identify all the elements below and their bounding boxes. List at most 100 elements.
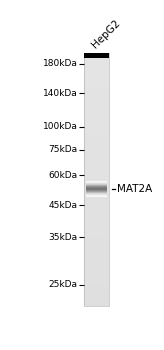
Bar (84, 268, 110, 271)
Bar (84, 197, 110, 200)
Bar (84, 179, 110, 182)
Bar (84, 80, 110, 83)
Bar (84, 136, 110, 139)
Bar (86, 184, 107, 185)
Bar (86, 182, 107, 183)
Bar (84, 149, 110, 152)
Bar (84, 65, 110, 68)
Bar (84, 237, 110, 240)
Bar (84, 108, 110, 111)
Bar (84, 73, 110, 76)
Bar (84, 260, 110, 263)
Bar (86, 193, 107, 194)
Bar (84, 88, 110, 91)
Bar (84, 161, 110, 164)
Bar (86, 190, 107, 191)
Bar (84, 103, 110, 106)
Bar (84, 240, 110, 243)
Bar (84, 139, 110, 141)
Bar (86, 183, 107, 184)
Bar (86, 186, 107, 187)
Bar (84, 210, 110, 212)
Bar (84, 68, 110, 70)
Bar (84, 169, 110, 172)
Bar (84, 60, 110, 63)
Bar (86, 191, 107, 192)
Bar (84, 215, 110, 217)
Bar (84, 232, 110, 235)
Bar (86, 194, 107, 195)
Bar (84, 258, 110, 260)
Bar (84, 255, 110, 258)
Bar (86, 193, 107, 194)
Bar (84, 98, 110, 101)
Bar (84, 275, 110, 278)
Bar (86, 181, 107, 182)
Bar (84, 156, 110, 159)
Bar (86, 187, 107, 188)
Bar (84, 225, 110, 228)
Bar (84, 141, 110, 144)
Bar (84, 126, 110, 129)
Bar (86, 188, 107, 189)
Bar (86, 195, 107, 196)
Bar (86, 181, 107, 182)
Bar (86, 186, 107, 187)
Bar (84, 154, 110, 157)
Text: 180kDa: 180kDa (43, 59, 78, 68)
Bar (84, 85, 110, 88)
Bar (84, 53, 110, 58)
Bar (84, 131, 110, 134)
Bar (84, 245, 110, 248)
Bar (84, 290, 110, 293)
Bar (84, 202, 110, 205)
Bar (84, 58, 110, 61)
Bar (86, 194, 107, 195)
Bar (84, 217, 110, 220)
Text: 45kDa: 45kDa (49, 201, 78, 210)
Bar (84, 118, 110, 121)
Text: MAT2A: MAT2A (117, 184, 152, 194)
Bar (84, 124, 110, 126)
Bar (86, 185, 107, 186)
Bar (84, 222, 110, 225)
Bar (84, 116, 110, 119)
Bar (84, 207, 110, 210)
Bar (84, 172, 110, 174)
Bar (84, 164, 110, 167)
Bar (84, 144, 110, 147)
Bar (86, 185, 107, 186)
Bar (86, 196, 107, 197)
Bar (84, 204, 110, 207)
Bar (86, 188, 107, 189)
Bar (84, 303, 110, 306)
Bar (84, 296, 110, 299)
Bar (84, 91, 110, 93)
Text: 35kDa: 35kDa (49, 233, 78, 242)
Bar (86, 190, 107, 191)
Bar (84, 243, 110, 245)
Bar (84, 106, 110, 108)
Bar (84, 265, 110, 268)
Bar (84, 128, 110, 131)
Bar (84, 301, 110, 303)
Text: 140kDa: 140kDa (43, 89, 78, 98)
Bar (84, 63, 110, 65)
Bar (84, 280, 110, 283)
Bar (84, 159, 110, 162)
Bar (84, 263, 110, 266)
Bar (84, 146, 110, 149)
Bar (84, 293, 110, 296)
Text: 75kDa: 75kDa (49, 145, 78, 154)
Bar (84, 189, 110, 192)
Bar (86, 191, 107, 192)
Bar (84, 182, 110, 184)
Bar (84, 270, 110, 273)
Bar (86, 189, 107, 190)
Bar (84, 227, 110, 230)
Text: 60kDa: 60kDa (49, 171, 78, 180)
Bar (84, 121, 110, 124)
Bar (84, 111, 110, 114)
Bar (84, 53, 110, 306)
Bar (84, 52, 110, 55)
